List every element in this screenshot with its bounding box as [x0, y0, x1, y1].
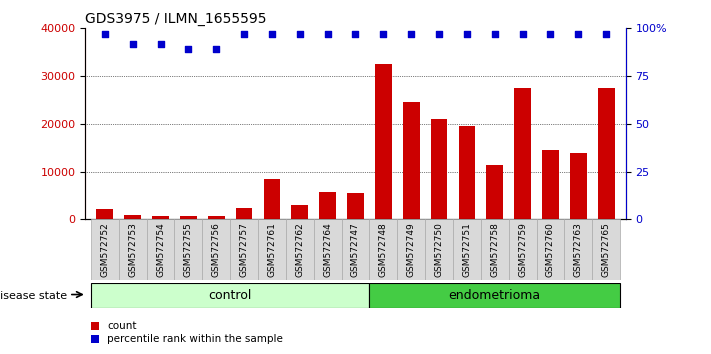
Bar: [341, 219, 370, 280]
Text: GSM572757: GSM572757: [240, 222, 249, 278]
Bar: [203, 219, 230, 280]
Point: [322, 31, 333, 37]
Bar: [370, 219, 397, 280]
Bar: [347, 193, 364, 219]
Bar: [91, 219, 119, 280]
Text: GSM572758: GSM572758: [491, 222, 499, 278]
Point: [127, 41, 139, 46]
Bar: [508, 219, 537, 280]
Bar: [403, 102, 419, 219]
Bar: [146, 219, 174, 280]
Bar: [592, 219, 620, 280]
Text: GDS3975 / ILMN_1655595: GDS3975 / ILMN_1655595: [85, 12, 267, 26]
Bar: [236, 207, 252, 219]
Point: [266, 31, 277, 37]
Bar: [124, 215, 141, 219]
Text: GSM572756: GSM572756: [212, 222, 220, 278]
Point: [405, 31, 417, 37]
Text: endometrioma: endometrioma: [449, 289, 541, 302]
Legend: count, percentile rank within the sample: count, percentile rank within the sample: [90, 321, 283, 344]
Bar: [314, 219, 341, 280]
Point: [238, 31, 250, 37]
Bar: [97, 209, 113, 219]
Bar: [565, 219, 592, 280]
Point: [461, 31, 473, 37]
Bar: [431, 119, 447, 219]
Bar: [459, 126, 475, 219]
Bar: [598, 88, 614, 219]
Text: GSM572763: GSM572763: [574, 222, 583, 278]
Text: GSM572747: GSM572747: [351, 222, 360, 277]
Point: [155, 41, 166, 46]
Bar: [453, 219, 481, 280]
Bar: [264, 179, 280, 219]
Point: [210, 46, 222, 52]
Bar: [91, 283, 370, 308]
Text: GSM572759: GSM572759: [518, 222, 527, 278]
Text: GSM572753: GSM572753: [128, 222, 137, 278]
Bar: [425, 219, 453, 280]
Text: GSM572754: GSM572754: [156, 222, 165, 277]
Bar: [486, 165, 503, 219]
Point: [545, 31, 556, 37]
Point: [99, 31, 110, 37]
Bar: [174, 219, 203, 280]
Point: [183, 46, 194, 52]
Point: [434, 31, 445, 37]
Text: GSM572764: GSM572764: [323, 222, 332, 277]
Point: [517, 31, 528, 37]
Bar: [180, 216, 197, 219]
Text: GSM572748: GSM572748: [379, 222, 388, 277]
Bar: [570, 153, 587, 219]
Bar: [375, 64, 392, 219]
Bar: [397, 219, 425, 280]
Text: disease state: disease state: [0, 291, 68, 301]
Point: [489, 31, 501, 37]
Text: GSM572762: GSM572762: [295, 222, 304, 277]
Text: GSM572751: GSM572751: [462, 222, 471, 278]
Point: [350, 31, 361, 37]
Bar: [542, 150, 559, 219]
Text: GSM572752: GSM572752: [100, 222, 109, 277]
Bar: [481, 219, 508, 280]
Text: GSM572750: GSM572750: [434, 222, 444, 278]
Point: [378, 31, 389, 37]
Bar: [514, 88, 531, 219]
Bar: [152, 216, 169, 219]
Bar: [286, 219, 314, 280]
Bar: [319, 192, 336, 219]
Text: GSM572761: GSM572761: [267, 222, 277, 278]
Bar: [292, 205, 308, 219]
Text: GSM572760: GSM572760: [546, 222, 555, 278]
Text: GSM572765: GSM572765: [602, 222, 611, 278]
Point: [294, 31, 306, 37]
Bar: [119, 219, 146, 280]
Text: GSM572749: GSM572749: [407, 222, 416, 277]
Point: [572, 31, 584, 37]
Text: control: control: [208, 289, 252, 302]
Bar: [537, 219, 565, 280]
Bar: [208, 216, 225, 219]
Bar: [230, 219, 258, 280]
Text: GSM572755: GSM572755: [184, 222, 193, 278]
Point: [601, 31, 612, 37]
Bar: [258, 219, 286, 280]
Bar: [370, 283, 620, 308]
